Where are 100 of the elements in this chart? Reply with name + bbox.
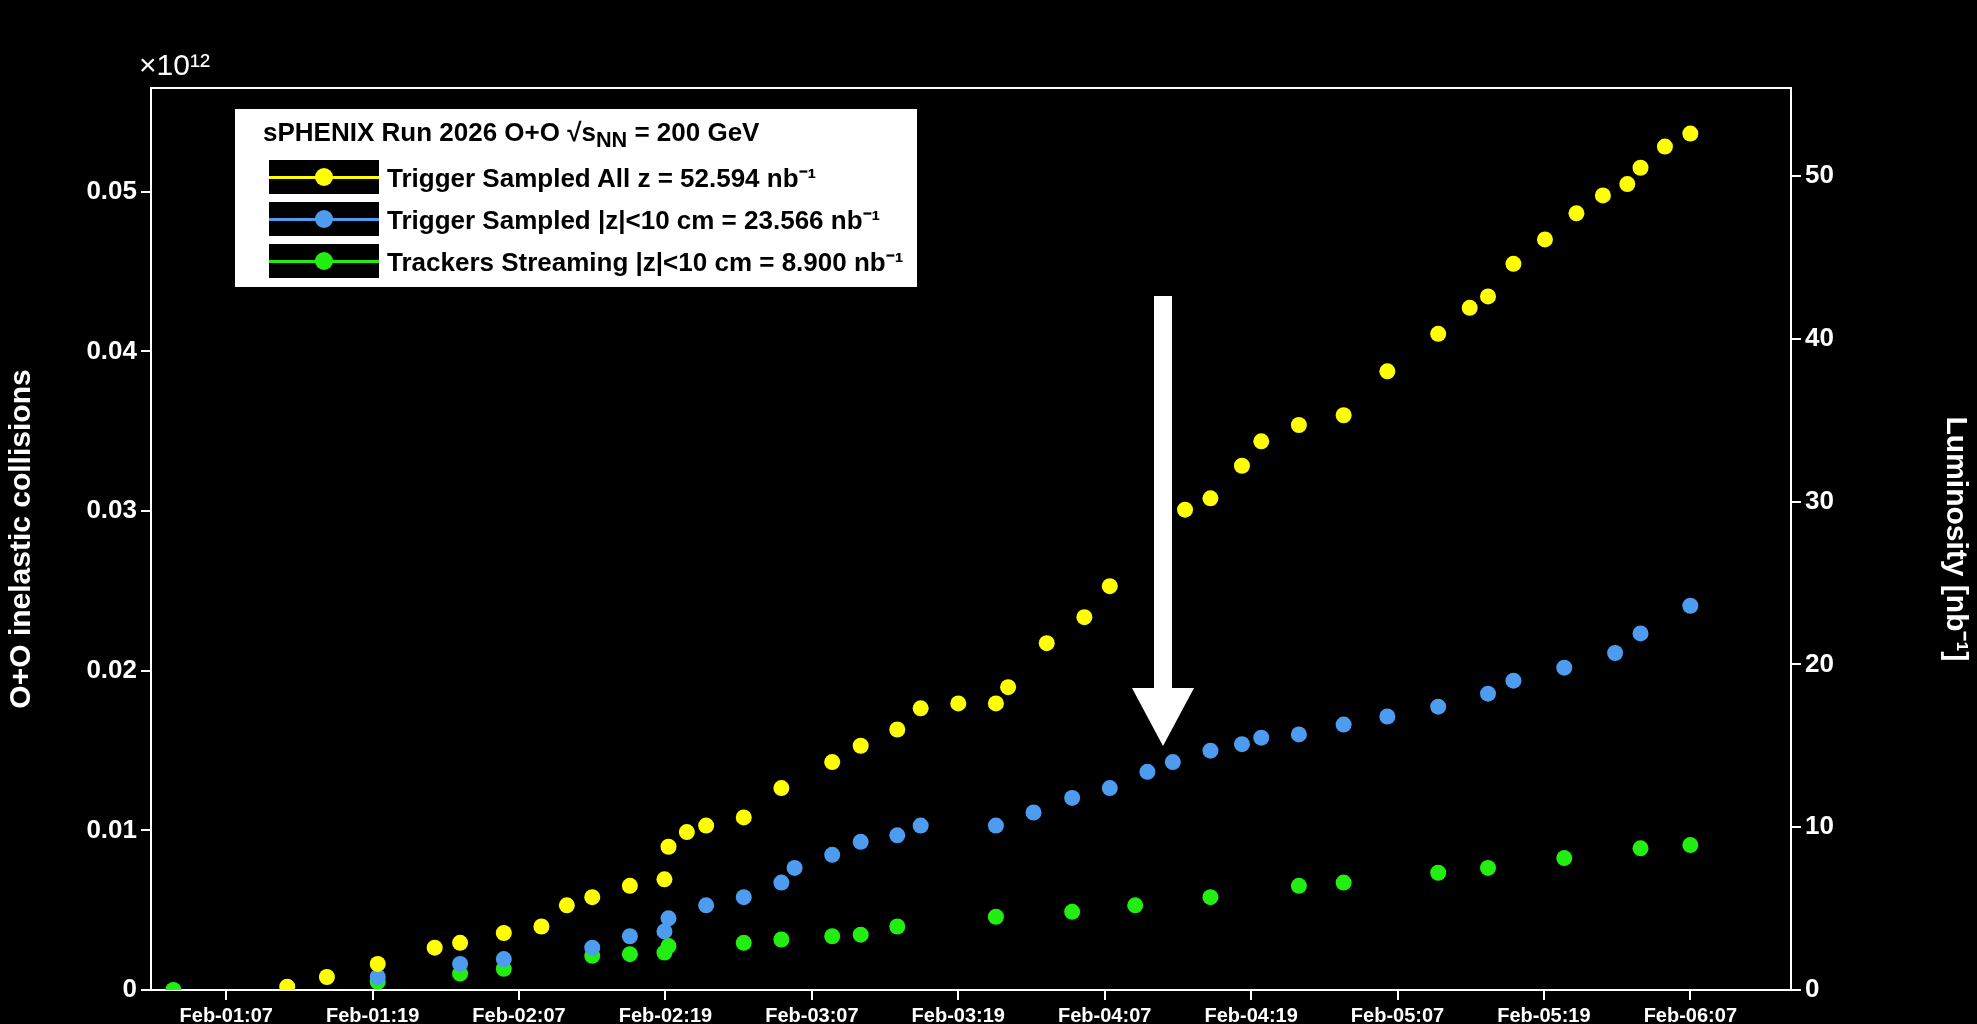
y-tick-label: 0.03 xyxy=(86,494,137,525)
legend-label: Trigger Sampled |z|<10 cm = 23.566 nb⁻¹ xyxy=(387,204,881,238)
point xyxy=(1139,763,1156,780)
point xyxy=(1177,501,1194,518)
point xyxy=(621,928,638,945)
point xyxy=(1480,859,1497,876)
point xyxy=(889,827,906,844)
point xyxy=(1335,874,1352,891)
point xyxy=(1632,840,1649,857)
point xyxy=(1290,877,1307,894)
point xyxy=(1556,850,1573,867)
x-tick-label: Feb-05:07 xyxy=(1350,1003,1445,1024)
point xyxy=(1656,138,1673,155)
point xyxy=(735,934,752,951)
point xyxy=(1290,417,1307,434)
point xyxy=(852,833,869,850)
point xyxy=(660,910,677,927)
point xyxy=(1430,325,1447,342)
point xyxy=(1632,625,1649,642)
point xyxy=(773,874,790,891)
point xyxy=(1505,255,1522,272)
y2-tick-label: 40 xyxy=(1805,321,1834,352)
point xyxy=(698,817,715,834)
point xyxy=(1233,736,1250,753)
point xyxy=(1682,597,1699,614)
point xyxy=(1025,804,1042,821)
x-tick-label: Feb-06:07 xyxy=(1643,1003,1738,1024)
point xyxy=(369,955,386,972)
x-tick-label: Feb-02:07 xyxy=(472,1003,566,1024)
legend-label: Trigger Sampled All z = 52.594 nb⁻¹ xyxy=(387,162,817,196)
point xyxy=(824,928,841,945)
point xyxy=(852,737,869,754)
point xyxy=(1233,457,1250,474)
point xyxy=(495,951,512,968)
point xyxy=(621,946,638,963)
point xyxy=(1379,708,1396,725)
point xyxy=(1202,742,1219,759)
y2-tick-label: 0 xyxy=(1805,973,1820,1004)
point xyxy=(1000,679,1017,696)
point xyxy=(773,931,790,948)
point xyxy=(987,817,1004,834)
point xyxy=(533,918,550,935)
point xyxy=(426,939,443,956)
point xyxy=(656,923,673,940)
point xyxy=(889,918,906,935)
point xyxy=(1164,754,1181,771)
point xyxy=(1076,609,1093,626)
point xyxy=(660,838,677,855)
point xyxy=(1379,363,1396,380)
point xyxy=(1430,698,1447,715)
x-tick-label: Feb-04:07 xyxy=(1058,1003,1152,1024)
legend-title: sPHENIX Run 2026 O+O √s$_{NN}$ = 200 GeV xyxy=(263,117,761,154)
point xyxy=(1594,187,1611,204)
point xyxy=(773,780,790,797)
y2-tick-label: 50 xyxy=(1805,159,1834,190)
point xyxy=(1632,159,1649,176)
point xyxy=(1682,125,1699,142)
point xyxy=(1480,685,1497,702)
point xyxy=(1064,903,1081,920)
point xyxy=(318,968,335,985)
x-tick-label: Feb-01:19 xyxy=(325,1003,420,1024)
point xyxy=(698,897,715,914)
point xyxy=(852,926,869,943)
point xyxy=(824,754,841,771)
point xyxy=(889,721,906,738)
point xyxy=(1127,897,1144,914)
point xyxy=(1682,837,1699,854)
point xyxy=(1253,729,1270,746)
x-tick-label: Feb-05:19 xyxy=(1497,1003,1591,1024)
point xyxy=(786,859,803,876)
y-tick-label: 0.02 xyxy=(86,653,137,684)
point xyxy=(678,824,695,841)
point xyxy=(1202,889,1219,906)
point xyxy=(950,695,967,712)
point xyxy=(735,889,752,906)
point xyxy=(987,908,1004,925)
y-tick-label: 0.05 xyxy=(86,174,137,205)
point xyxy=(660,938,677,955)
point xyxy=(452,955,469,972)
x-tick-label: Feb-04:19 xyxy=(1204,1003,1298,1024)
point xyxy=(1101,578,1118,595)
point xyxy=(1607,644,1624,661)
point xyxy=(1335,716,1352,733)
point xyxy=(1101,780,1118,797)
point xyxy=(1430,864,1447,881)
point xyxy=(1290,726,1307,743)
point xyxy=(912,700,929,717)
y2-tick-label: 20 xyxy=(1805,647,1834,678)
x-tick-label: Feb-01:07 xyxy=(179,1003,273,1024)
point xyxy=(824,846,841,863)
y-tick-label: 0.01 xyxy=(86,813,137,844)
point xyxy=(1480,288,1497,305)
text: ×10¹² xyxy=(139,48,210,82)
point xyxy=(656,871,673,888)
point xyxy=(1064,789,1081,806)
y2-tick-label: 30 xyxy=(1805,484,1834,515)
x-tick-label: Feb-02:19 xyxy=(618,1003,713,1024)
point xyxy=(1461,299,1478,316)
point xyxy=(558,897,575,914)
point xyxy=(735,809,752,826)
